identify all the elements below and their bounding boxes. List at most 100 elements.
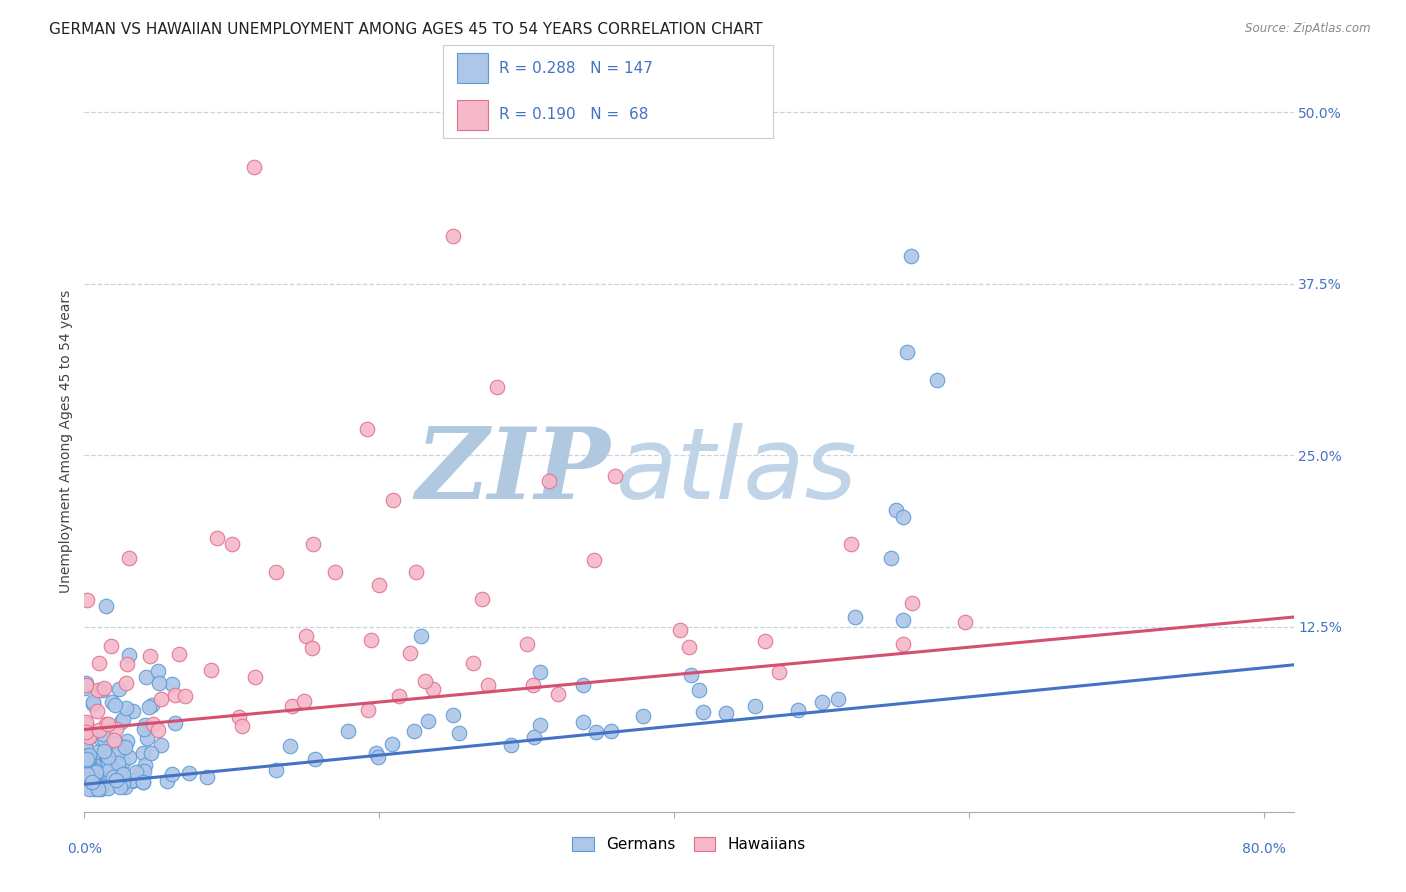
Point [110,775,132,789]
Point [104,736,127,750]
Point [891,613,914,627]
Text: R = 0.190   N =  68: R = 0.190 N = 68 [499,107,648,122]
Point [463,656,485,670]
Point [132,746,155,760]
Point [382,493,405,508]
Point [75,717,97,731]
Point [891,510,914,524]
Point [134,722,156,736]
Point [87,764,110,778]
Point [413,674,436,689]
Point [156,774,179,789]
Point [83,757,105,772]
Point [169,647,191,661]
Point [121,774,143,789]
Point [162,766,184,780]
Point [75,734,97,748]
Point [107,756,129,771]
Point [880,551,903,566]
Point [688,682,710,697]
Point [111,767,134,781]
Point [111,754,134,768]
Point [195,770,218,784]
Point [87,656,110,670]
Text: ZIP: ZIP [415,423,610,519]
Point [205,531,228,545]
Point [600,723,623,738]
Point [80,769,103,783]
Point [523,730,546,744]
Point [716,706,738,720]
Point [302,537,325,551]
Point [301,640,323,655]
Point [443,707,465,722]
Point [84,765,107,780]
Point [142,717,165,731]
Point [547,687,569,701]
Point [583,553,606,567]
Point [96,717,118,731]
Point [200,663,222,677]
Point [679,667,702,681]
Point [160,677,183,691]
Point [585,724,607,739]
Point [76,767,98,781]
Point [93,771,115,785]
Point [82,695,104,709]
Point [83,781,105,796]
Point [117,551,139,566]
Point [754,633,776,648]
Point [101,770,124,784]
Point [529,718,551,732]
Point [134,757,156,772]
Point [75,749,97,764]
Point [76,592,98,607]
Text: 0.0%: 0.0% [67,842,101,856]
Point [605,468,627,483]
Point [91,683,114,698]
Point [105,773,128,788]
Point [360,633,382,648]
Point [768,665,790,679]
Point [404,724,426,739]
Point [115,734,138,748]
Point [86,745,108,759]
Point [93,744,115,758]
Point [787,703,810,717]
Point [278,739,301,753]
Point [86,704,108,718]
Point [98,763,121,777]
Point [522,678,544,692]
Point [110,768,132,782]
Text: GERMAN VS HAWAIIAN UNEMPLOYMENT AMONG AGES 45 TO 54 YEARS CORRELATION CHART: GERMAN VS HAWAIIAN UNEMPLOYMENT AMONG AG… [49,22,762,37]
Point [416,714,439,728]
Point [122,704,145,718]
Point [121,772,143,787]
Point [295,629,318,643]
Point [221,537,243,551]
Point [280,699,302,714]
Point [367,749,389,764]
Point [101,762,124,776]
Point [77,765,100,780]
Point [90,780,112,795]
Point [149,691,172,706]
Point [97,780,120,795]
Point [135,731,157,746]
Point [77,748,100,763]
Point [477,678,499,692]
Point [76,778,98,792]
Point [955,615,977,629]
Point [405,565,427,579]
Point [572,714,595,729]
Point [91,771,114,785]
Point [323,565,346,579]
Point [96,748,118,763]
Point [75,761,97,775]
Point [79,772,101,786]
Point [228,710,250,724]
Point [75,753,97,767]
Point [104,698,127,712]
Point [118,648,141,663]
Point [111,776,134,790]
